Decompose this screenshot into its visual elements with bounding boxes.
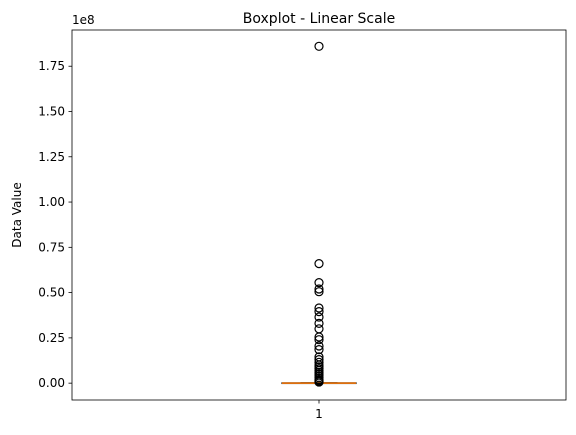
outlier-point — [314, 259, 324, 269]
outlier-point — [314, 377, 324, 387]
outlier-point — [314, 278, 324, 288]
plot-background — [72, 30, 566, 400]
outlier-point — [314, 41, 324, 51]
chart-title: Boxplot - Linear Scale — [243, 11, 395, 27]
outlier-point — [314, 318, 324, 328]
outlier-point — [314, 284, 324, 294]
outlier-point — [314, 287, 324, 297]
outlier-point — [314, 345, 324, 355]
y-axis-label: Data Value — [10, 182, 24, 247]
outlier-layer — [314, 41, 324, 387]
y-tick-label: 0.50 — [38, 286, 65, 300]
y-tick-label: 1.50 — [38, 104, 65, 118]
y-tick-label: 1.75 — [38, 59, 65, 73]
y-offset-text: 1e8 — [72, 13, 95, 27]
y-tick-label: 1.00 — [38, 195, 65, 209]
y-tick-label: 1.25 — [38, 150, 65, 164]
y-axis-ticks: 0.00 0.25 0.50 0.75 1.00 1.25 1.50 1.75 — [38, 59, 72, 390]
outlier-point — [314, 312, 324, 322]
outlier-point — [314, 335, 324, 345]
y-tick-label: 0.25 — [38, 331, 65, 345]
plot-frame — [71, 29, 567, 401]
y-tick-label: 0.00 — [38, 376, 65, 390]
outlier-point — [314, 332, 324, 342]
outlier-point — [314, 355, 324, 365]
x-axis-ticks: 1 — [315, 400, 323, 421]
outlier-point — [314, 341, 324, 351]
y-tick-label: 0.75 — [38, 240, 65, 254]
x-tick-label: 1 — [315, 407, 323, 421]
outlier-point — [314, 307, 324, 317]
outlier-point — [314, 303, 324, 313]
